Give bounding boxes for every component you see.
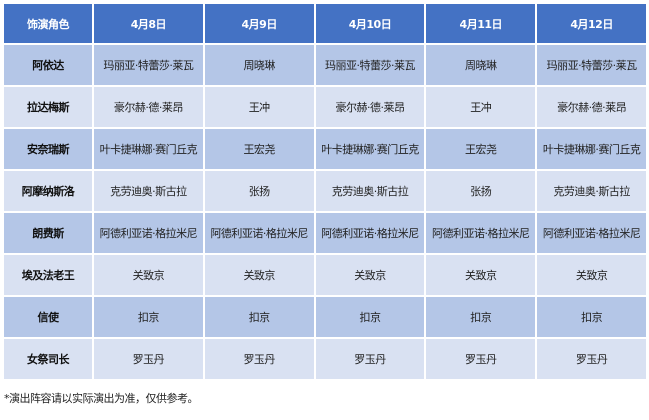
cast-cell: 王宏尧 bbox=[424, 127, 538, 171]
cast-cell: 豪尔赫·德·莱昂 bbox=[92, 85, 205, 129]
role-cell: 安奈瑞斯 bbox=[2, 127, 94, 171]
cast-cell: 扣京 bbox=[92, 295, 205, 339]
header-date: 4月8日 bbox=[92, 2, 205, 45]
table-row: 阿摩纳斯洛 克劳迪奥·斯古拉 张扬 克劳迪奥·斯古拉 张扬 克劳迪奥·斯古拉 bbox=[2, 169, 648, 213]
header-date: 4月10日 bbox=[313, 2, 427, 45]
role-cell: 阿摩纳斯洛 bbox=[2, 169, 94, 213]
cast-cell: 克劳迪奥·斯古拉 bbox=[92, 169, 205, 213]
cast-cell: 关致京 bbox=[535, 253, 648, 297]
header-date: 4月9日 bbox=[202, 2, 316, 45]
cast-cell: 周晓琳 bbox=[424, 43, 538, 87]
header-date: 4月11日 bbox=[424, 2, 538, 45]
cast-cell: 阿德利亚诺·格拉米尼 bbox=[535, 211, 648, 255]
cast-cell: 王冲 bbox=[424, 85, 538, 129]
cast-cell: 罗玉丹 bbox=[313, 337, 427, 381]
cast-cell: 叶卡捷琳娜·赛门丘克 bbox=[313, 127, 427, 171]
cast-cell: 王宏尧 bbox=[202, 127, 316, 171]
role-cell: 阿依达 bbox=[2, 43, 94, 87]
cast-cell: 豪尔赫·德·莱昂 bbox=[535, 85, 648, 129]
header-row: 饰演角色 4月8日 4月9日 4月10日 4月11日 4月12日 bbox=[2, 2, 648, 45]
table-row: 拉达梅斯 豪尔赫·德·莱昂 王冲 豪尔赫·德·莱昂 王冲 豪尔赫·德·莱昂 bbox=[2, 85, 648, 129]
role-cell: 朗费斯 bbox=[2, 211, 94, 255]
cast-cell: 扣京 bbox=[535, 295, 648, 339]
cast-cell: 罗玉丹 bbox=[92, 337, 205, 381]
cast-cell: 关致京 bbox=[424, 253, 538, 297]
table-row: 埃及法老王 关致京 关致京 关致京 关致京 关致京 bbox=[2, 253, 648, 297]
cast-cell: 关致京 bbox=[313, 253, 427, 297]
cast-table: 饰演角色 4月8日 4月9日 4月10日 4月11日 4月12日 阿依达 玛丽亚·… bbox=[2, 2, 648, 381]
cast-cell: 玛丽亚·特蕾莎·莱瓦 bbox=[92, 43, 205, 87]
cast-cell: 罗玉丹 bbox=[202, 337, 316, 381]
cast-cell: 罗玉丹 bbox=[424, 337, 538, 381]
role-cell: 埃及法老王 bbox=[2, 253, 94, 297]
cast-cell: 罗玉丹 bbox=[535, 337, 648, 381]
header-role: 饰演角色 bbox=[2, 2, 94, 45]
cast-cell: 关致京 bbox=[92, 253, 205, 297]
cast-cell: 阿德利亚诺·格拉米尼 bbox=[313, 211, 427, 255]
header-date: 4月12日 bbox=[535, 2, 648, 45]
table-row: 女祭司长 罗玉丹 罗玉丹 罗玉丹 罗玉丹 罗玉丹 bbox=[2, 337, 648, 381]
cast-cell: 豪尔赫·德·莱昂 bbox=[313, 85, 427, 129]
cast-cell: 张扬 bbox=[424, 169, 538, 213]
table-row: 朗费斯 阿德利亚诺·格拉米尼 阿德利亚诺·格拉米尼 阿德利亚诺·格拉米尼 阿德利亚诺·格… bbox=[2, 211, 648, 255]
cast-cell: 扣京 bbox=[424, 295, 538, 339]
cast-cell: 玛丽亚·特蕾莎·莱瓦 bbox=[313, 43, 427, 87]
table-row: 阿依达 玛丽亚·特蕾莎·莱瓦 周晓琳 玛丽亚·特蕾莎·莱瓦 周晓琳 玛丽亚·特蕾莎·莱瓦 bbox=[2, 43, 648, 87]
cast-cell: 克劳迪奥·斯古拉 bbox=[313, 169, 427, 213]
cast-cell: 扣京 bbox=[313, 295, 427, 339]
cast-cell: 周晓琳 bbox=[202, 43, 316, 87]
role-cell: 信使 bbox=[2, 295, 94, 339]
cast-cell: 玛丽亚·特蕾莎·莱瓦 bbox=[535, 43, 648, 87]
cast-cell: 关致京 bbox=[202, 253, 316, 297]
table-row: 安奈瑞斯 叶卡捷琳娜·赛门丘克 王宏尧 叶卡捷琳娜·赛门丘克 王宏尧 叶卡捷琳娜·赛门丘克 bbox=[2, 127, 648, 171]
cast-cell: 阿德利亚诺·格拉米尼 bbox=[202, 211, 316, 255]
table-row: 信使 扣京 扣京 扣京 扣京 扣京 bbox=[2, 295, 648, 339]
cast-cell: 阿德利亚诺·格拉米尼 bbox=[92, 211, 205, 255]
cast-cell: 克劳迪奥·斯古拉 bbox=[535, 169, 648, 213]
cast-cell: 王冲 bbox=[202, 85, 316, 129]
cast-cell: 阿德利亚诺·格拉米尼 bbox=[424, 211, 538, 255]
role-cell: 女祭司长 bbox=[2, 337, 94, 381]
role-cell: 拉达梅斯 bbox=[2, 85, 94, 129]
footnote: *演出阵容请以实际演出为准，仅供参考。 bbox=[4, 392, 199, 405]
cast-cell: 叶卡捷琳娜·赛门丘克 bbox=[535, 127, 648, 171]
cast-cell: 扣京 bbox=[202, 295, 316, 339]
cast-cell: 叶卡捷琳娜·赛门丘克 bbox=[92, 127, 205, 171]
cast-cell: 张扬 bbox=[202, 169, 316, 213]
